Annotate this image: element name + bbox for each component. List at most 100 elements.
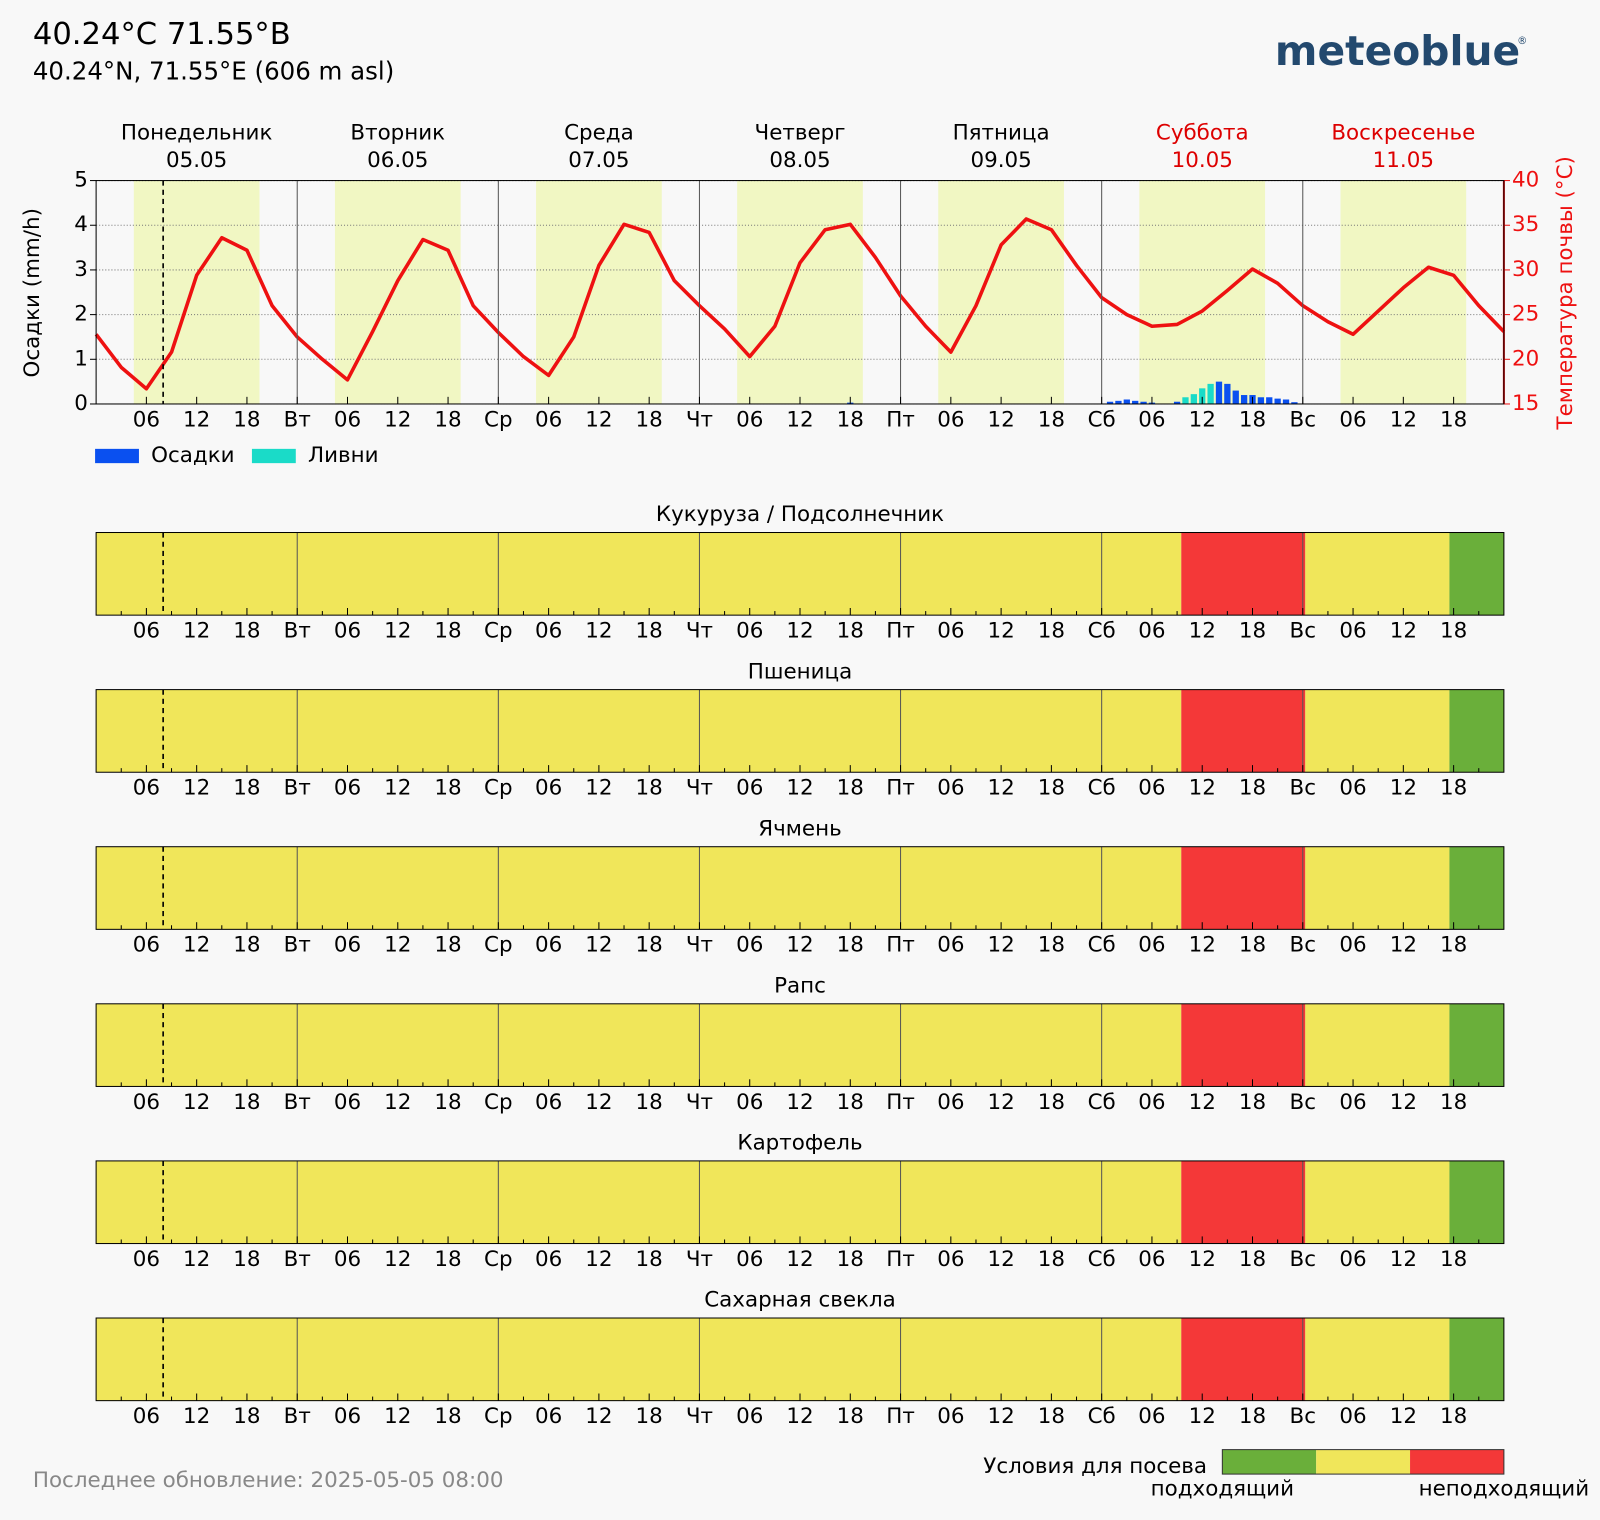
x-tick-label: 12 xyxy=(1390,933,1417,958)
plot-frame xyxy=(95,1160,1505,1245)
x-tick-label: 18 xyxy=(1239,1090,1266,1115)
x-tick-label: 06 xyxy=(937,776,964,801)
legend-color xyxy=(1222,1449,1317,1475)
precip-bar xyxy=(1207,383,1214,404)
condition-segment xyxy=(1181,1003,1306,1087)
x-tick-label: Вт xyxy=(284,618,311,643)
condition-segment xyxy=(1449,1318,1504,1401)
day-name: Суббота xyxy=(1156,121,1249,146)
x-tick-label: 12 xyxy=(183,1404,210,1429)
x-tick-label: 12 xyxy=(1390,1247,1417,1272)
x-tick-label: 06 xyxy=(736,407,763,432)
x-tick-label: 06 xyxy=(1339,1247,1366,1272)
x-tick-label: Вс xyxy=(1290,1247,1316,1272)
x-tick-label: 18 xyxy=(1239,776,1266,801)
x-tick-label: Ср xyxy=(484,1090,513,1115)
x-tick-label: 06 xyxy=(334,407,361,432)
x-tick-label: 06 xyxy=(334,1404,361,1429)
x-tick-label: 12 xyxy=(786,1404,813,1429)
x-tick-label: Пт xyxy=(886,1404,915,1429)
x-tick-label: 12 xyxy=(585,1404,612,1429)
condition-segment xyxy=(1449,689,1504,773)
x-tick-label: 18 xyxy=(1038,1090,1065,1115)
x-tick-label: Пт xyxy=(886,1247,915,1272)
precip-bar xyxy=(1266,397,1273,404)
x-tick-label: 12 xyxy=(786,933,813,958)
x-tick-label: 06 xyxy=(535,1090,562,1115)
precip-bar xyxy=(1173,401,1181,404)
x-tick-label: 12 xyxy=(384,776,411,801)
x-tick-label: 06 xyxy=(1339,618,1366,643)
y2-tick-label: 40 xyxy=(1512,168,1539,193)
x-tick-label: 06 xyxy=(1138,618,1165,643)
x-tick-label: 18 xyxy=(1038,1404,1065,1429)
x-tick-label: Вс xyxy=(1290,1090,1316,1115)
x-tick-label: Ср xyxy=(484,1247,513,1272)
condition-segment xyxy=(1181,846,1306,930)
condition-segment xyxy=(1449,846,1504,930)
x-tick-label: 06 xyxy=(334,618,361,643)
x-tick-label: 18 xyxy=(434,1404,461,1429)
x-tick-label: Сб xyxy=(1088,618,1116,643)
precip-bar xyxy=(1257,397,1265,404)
x-tick-label: 12 xyxy=(384,1090,411,1115)
day-date: 07.05 xyxy=(568,148,629,173)
y2-tick-label: 25 xyxy=(1512,302,1539,327)
x-tick-label: 12 xyxy=(384,407,411,432)
x-tick-label: 18 xyxy=(837,1090,864,1115)
x-tick-label: 12 xyxy=(987,1090,1014,1115)
x-tick-label: 06 xyxy=(133,618,160,643)
x-tick-label: 06 xyxy=(133,1404,160,1429)
x-tick-label: 06 xyxy=(937,407,964,432)
x-tick-label: 18 xyxy=(837,776,864,801)
plot-frame xyxy=(95,180,1505,405)
y-tick-label: 1 xyxy=(74,346,88,371)
x-tick-label: 12 xyxy=(183,1247,210,1272)
day-name: Среда xyxy=(564,121,634,146)
x-tick-label: Вт xyxy=(284,407,311,432)
x-tick-label: Вс xyxy=(1290,618,1316,643)
x-tick-label: 12 xyxy=(585,1247,612,1272)
x-tick-label: Вс xyxy=(1290,776,1316,801)
precip-bar xyxy=(1215,381,1223,404)
x-tick-label: 18 xyxy=(837,933,864,958)
x-tick-label: 06 xyxy=(1339,933,1366,958)
condition-segment xyxy=(1449,1160,1504,1244)
condition-segment xyxy=(1449,1003,1504,1087)
sowing-title: Картофель xyxy=(737,1131,862,1156)
daylight xyxy=(1340,180,1467,404)
sowing-title: Кукуруза / Подсолнечник xyxy=(656,502,944,527)
x-tick-label: Ср xyxy=(484,618,513,643)
x-tick-label: 18 xyxy=(837,618,864,643)
x-tick-label: 06 xyxy=(1339,407,1366,432)
x-tick-label: 18 xyxy=(233,407,260,432)
x-tick-label: 06 xyxy=(736,776,763,801)
x-tick-label: 06 xyxy=(937,618,964,643)
x-tick-label: 06 xyxy=(1138,933,1165,958)
x-tick-label: 18 xyxy=(837,1247,864,1272)
x-tick-label: 12 xyxy=(585,1090,612,1115)
day-date: 08.05 xyxy=(769,148,830,173)
x-tick-label: 12 xyxy=(585,776,612,801)
x-tick-label: 18 xyxy=(1038,1247,1065,1272)
x-tick-label: 12 xyxy=(786,1090,813,1115)
x-tick-label: 18 xyxy=(233,776,260,801)
plot-frame xyxy=(95,1317,1505,1402)
x-tick-label: 18 xyxy=(434,776,461,801)
precip-bar xyxy=(1140,401,1147,404)
x-tick-label: 06 xyxy=(1138,1404,1165,1429)
x-tick-label: 12 xyxy=(786,407,813,432)
precip-bar xyxy=(1132,400,1139,404)
x-tick-label: 06 xyxy=(736,933,763,958)
x-tick-label: 12 xyxy=(1189,1247,1216,1272)
x-tick-label: Чт xyxy=(686,776,713,801)
x-tick-label: 12 xyxy=(987,407,1014,432)
condition-segment xyxy=(1305,532,1450,616)
x-tick-label: 18 xyxy=(1440,407,1467,432)
x-tick-label: Чт xyxy=(686,407,713,432)
y2-tick-label: 35 xyxy=(1512,212,1539,237)
x-tick-label: 12 xyxy=(1390,407,1417,432)
x-tick-label: 06 xyxy=(535,776,562,801)
